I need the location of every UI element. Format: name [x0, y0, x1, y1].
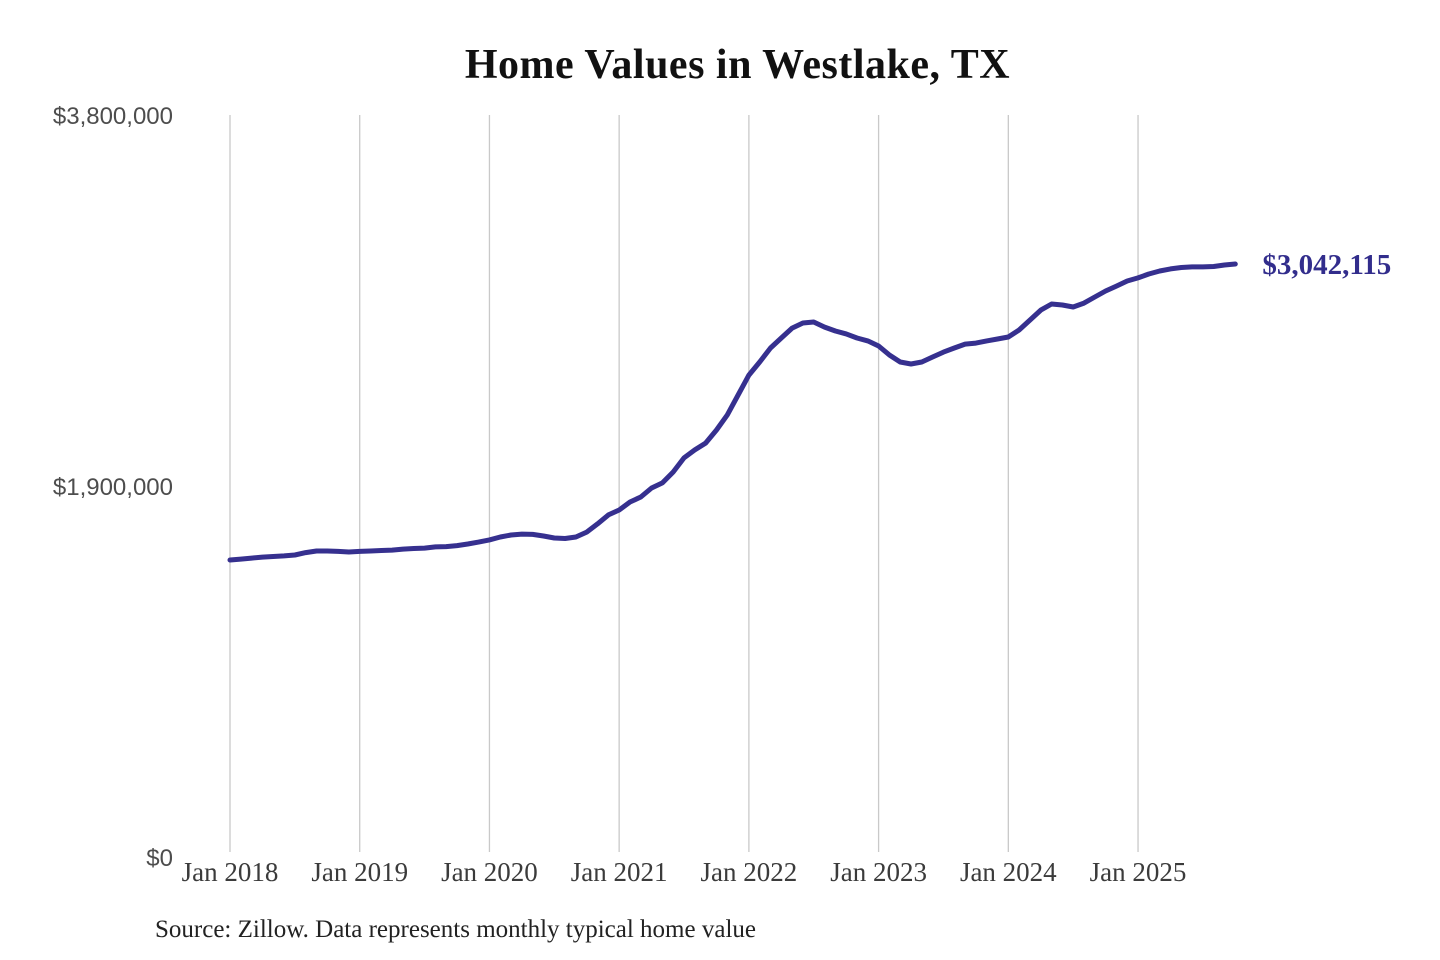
- x-axis-tick-label: Jan 2021: [571, 857, 668, 887]
- x-axis-tick-label: Jan 2024: [960, 857, 1057, 887]
- x-axis-tick-label: Jan 2025: [1090, 857, 1187, 887]
- x-axis-tick-label: Jan 2022: [701, 857, 798, 887]
- y-axis-tick-label: $0: [146, 845, 173, 872]
- x-axis-tick-label: Jan 2023: [830, 857, 927, 887]
- latest-value-label: $3,042,115: [1262, 249, 1391, 281]
- x-axis-tick-label: Jan 2019: [311, 857, 408, 887]
- chart-title: Home Values in Westlake, TX: [464, 42, 1011, 88]
- x-axis-tick-label: Jan 2020: [441, 857, 538, 887]
- source-note: Source: Zillow. Data represents monthly …: [155, 916, 756, 943]
- y-axis-tick-label: $3,800,000: [53, 103, 173, 130]
- home-value-line: [227, 261, 1238, 563]
- x-axis-tick-label: Jan 2018: [182, 857, 279, 887]
- y-axis-tick-label: $1,900,000: [53, 474, 173, 501]
